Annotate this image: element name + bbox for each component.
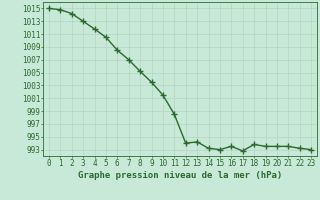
X-axis label: Graphe pression niveau de la mer (hPa): Graphe pression niveau de la mer (hPa) (78, 171, 282, 180)
